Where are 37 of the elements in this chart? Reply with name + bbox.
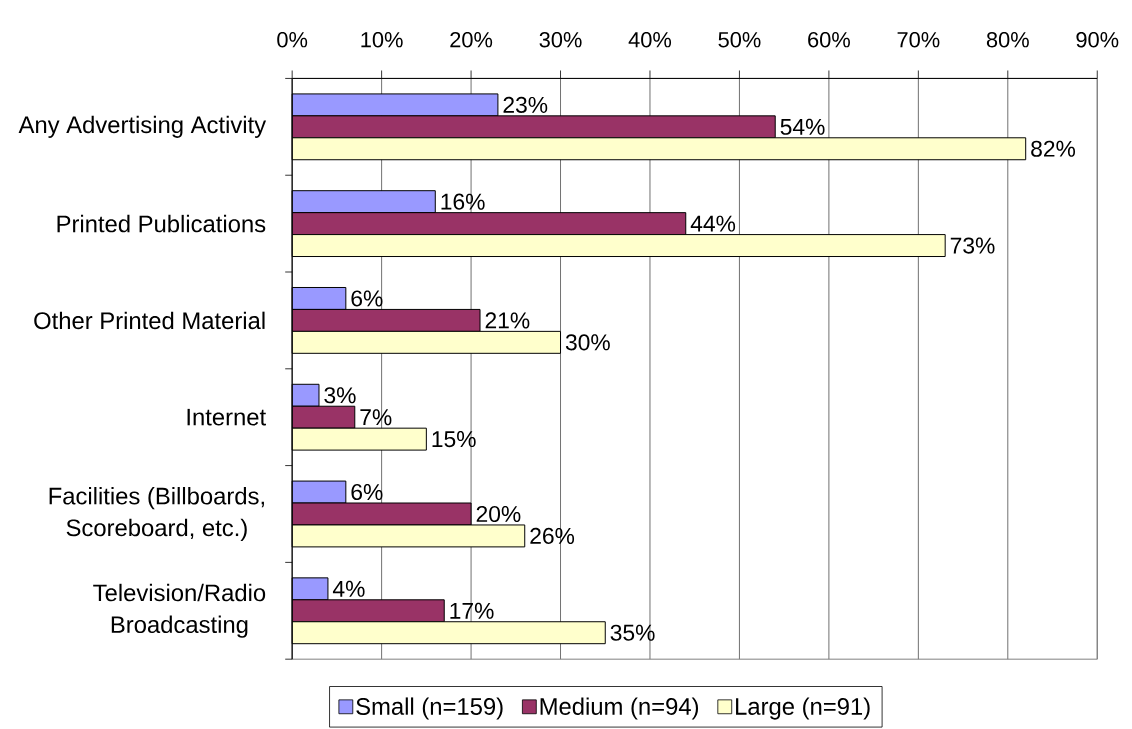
data-label: 16% — [441, 193, 485, 210]
legend-label: Small (n=159) — [356, 697, 503, 720]
data-label: 3% — [324, 387, 356, 404]
y-tick-label: Internet — [187, 409, 266, 426]
data-label: 54% — [780, 118, 825, 136]
data-label: 15% — [432, 431, 476, 448]
x-tick-label: 40% — [628, 32, 672, 48]
y-tick-label: Printed Publications — [57, 215, 266, 233]
x-tick-label: 0% — [277, 32, 308, 48]
data-label: 44% — [690, 215, 736, 232]
data-label: 6% — [351, 484, 383, 501]
data-label: 82% — [1031, 140, 1076, 158]
x-tick-label: 50% — [718, 32, 761, 48]
y-tick-label: Television/Radio Broadcasting — [93, 583, 266, 638]
data-label: 73% — [950, 237, 995, 254]
legend-label: Large (n=91) — [736, 697, 870, 720]
data-label: 26% — [530, 528, 575, 545]
data-label: 35% — [610, 624, 655, 641]
y-tick-label: Any Advertising Activity — [18, 115, 267, 139]
data-label: 6% — [351, 290, 383, 307]
x-tick-label: 80% — [986, 32, 1029, 48]
x-tick-label: 60% — [808, 32, 850, 48]
data-label: 17% — [450, 602, 494, 619]
legend-label: Medium (n=94) — [540, 697, 699, 720]
x-tick-label: 90% — [1076, 32, 1119, 48]
data-label: 23% — [503, 96, 548, 114]
x-tick-label: 10% — [361, 32, 403, 48]
x-tick-label: 30% — [539, 32, 582, 48]
y-tick-label: Other Printed Material — [34, 311, 265, 330]
data-label: 21% — [485, 312, 530, 329]
data-label: 30% — [565, 334, 610, 351]
x-tick-label: 70% — [897, 32, 940, 48]
y-tick-label: Facilities (Billboards, Scoreboard, etc.) — [49, 487, 264, 542]
data-label: 20% — [476, 506, 521, 523]
x-tick-label: 20% — [450, 32, 493, 48]
data-label: 4% — [332, 581, 365, 597]
data-label: 7% — [360, 409, 392, 426]
